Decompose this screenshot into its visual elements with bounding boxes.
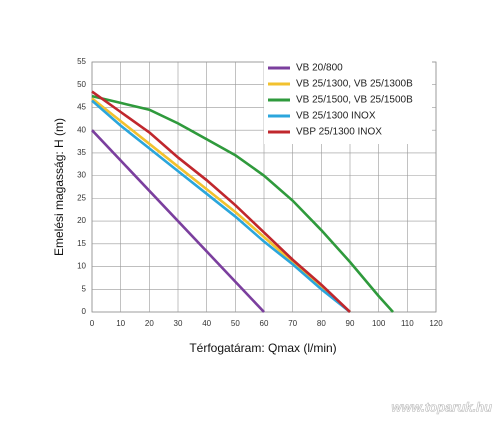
legend-label: VB 25/1300 INOX [296, 111, 376, 122]
series-line [91, 99, 351, 314]
x-tick-label: 80 [317, 319, 326, 328]
y-tick-label: 10 [77, 262, 86, 271]
x-tick-label: 10 [116, 319, 125, 328]
legend-label: VB 25/1500, VB 25/1500B [296, 95, 413, 106]
y-tick-label: 35 [77, 148, 86, 157]
series-line [91, 129, 265, 313]
y-tick-label: 55 [77, 57, 86, 66]
x-axis-title: Térfogatáram: Qmax (l/min) [189, 341, 336, 355]
x-tick-label: 50 [231, 319, 240, 328]
x-tick-label: 40 [202, 319, 211, 328]
x-tick-label: 70 [288, 319, 297, 328]
x-tick-label: 60 [260, 319, 269, 328]
legend-label: VB 20/800 [296, 63, 343, 74]
y-axis-title: Emelési magasság: H (m) [52, 118, 66, 256]
y-tick-label: 25 [77, 193, 86, 202]
series-line [91, 90, 351, 313]
series-line [91, 97, 351, 313]
x-tick-label: 20 [145, 319, 154, 328]
series-line [91, 94, 394, 313]
legend-label: VB 25/1300, VB 25/1300B [296, 79, 413, 90]
y-tick-label: 15 [77, 239, 86, 248]
y-tick-label: 50 [77, 80, 86, 89]
x-tick-label: 120 [429, 319, 443, 328]
legend-label: VBP 25/1300 INOX [296, 127, 382, 138]
x-tick-label: 30 [174, 319, 183, 328]
y-tick-label: 40 [77, 125, 86, 134]
y-tick-label: 45 [77, 103, 86, 112]
x-tick-label: 110 [401, 319, 414, 328]
x-tick-label: 100 [372, 319, 386, 328]
x-tick-label: 0 [90, 319, 95, 328]
y-tick-label: 30 [77, 171, 86, 180]
y-tick-label: 20 [77, 216, 86, 225]
watermark: www.toparuk.hu [391, 399, 492, 414]
y-tick-label: 0 [82, 307, 87, 316]
x-tick-label: 90 [346, 319, 355, 328]
y-tick-label: 5 [82, 284, 87, 293]
legend-box [264, 60, 432, 144]
